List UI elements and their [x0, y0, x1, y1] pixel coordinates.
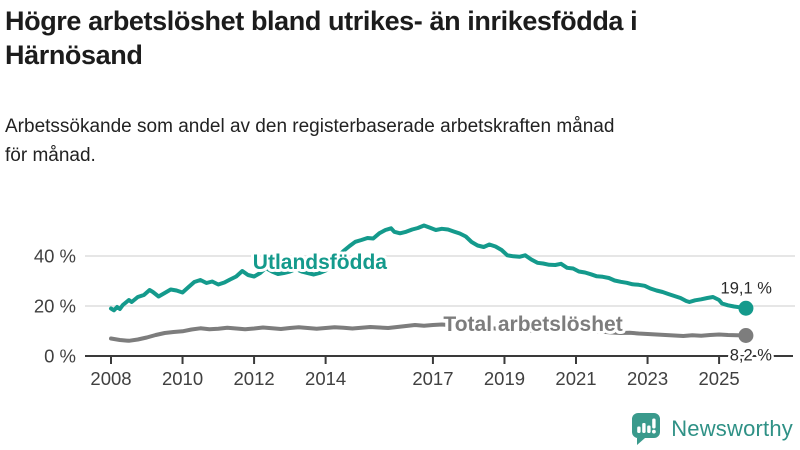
x-tick-label: 2021	[555, 368, 596, 389]
x-tick-label: 2025	[699, 368, 740, 389]
x-tick-label: 2012	[234, 368, 275, 389]
x-tick-label: 2019	[484, 368, 525, 389]
y-tick-label: 0 %	[44, 346, 76, 367]
series-label-total-arbetsloshet: Total arbetslöshet	[443, 313, 622, 336]
end-value-label-total-arbetsloshet: 8,2 %	[730, 347, 773, 365]
x-tick-label: 2017	[412, 368, 453, 389]
series-line-utlandsfodda	[109, 223, 748, 313]
x-tick-label: 2023	[627, 368, 668, 389]
series-line-total-arbetsloshet	[109, 322, 748, 343]
end-value-label-utlandsfodda: 19,1 %	[721, 279, 773, 297]
page-title: Högre arbetslöshet bland utrikes- än inr…	[5, 6, 638, 71]
newsworthy-logo: Newsworthy	[629, 411, 793, 446]
end-dot-utlandsfodda	[738, 300, 754, 316]
y-tick-label: 40 %	[34, 246, 76, 267]
x-tick-label: 2008	[90, 368, 131, 389]
x-tick-label: 2010	[162, 368, 203, 389]
x-tick-label: 2014	[305, 368, 346, 389]
chart-subtitle: Arbetssökande som andel av den registerb…	[5, 116, 615, 167]
end-dot-total-arbetsloshet	[738, 328, 754, 343]
newsworthy-bars-speech-bubble-icon	[632, 413, 661, 445]
chart-header: Högre arbetslöshet bland utrikes- än inr…	[5, 4, 795, 72]
series-label-utlandsfodda: Utlandsfödda	[253, 251, 387, 274]
brand-name: Newsworthy	[671, 415, 793, 441]
y-tick-label: 20 %	[34, 296, 76, 317]
